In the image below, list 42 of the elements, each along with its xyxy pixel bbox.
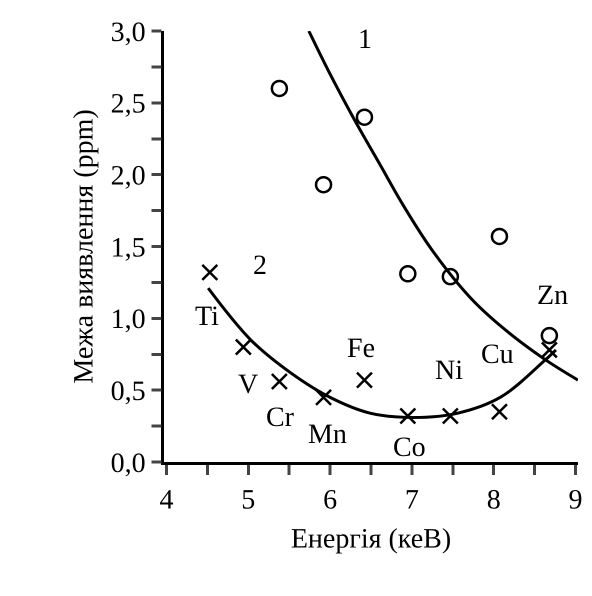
x-tick-label: 5 xyxy=(241,484,256,516)
point xyxy=(234,338,252,356)
y-tick-label: 3,0 xyxy=(110,16,146,48)
annotation: Mn xyxy=(308,419,347,450)
x-tick-label: 6 xyxy=(323,484,338,516)
point xyxy=(442,407,460,425)
point xyxy=(356,371,374,389)
point xyxy=(490,402,508,420)
x-tick-label: 4 xyxy=(159,484,174,516)
annotation: V xyxy=(238,369,258,400)
point xyxy=(540,341,558,359)
x-tick-label: 7 xyxy=(404,484,419,516)
y-tick-label: 1,0 xyxy=(110,304,146,336)
point xyxy=(270,372,288,390)
point xyxy=(314,388,332,406)
y-tick-label: 2,0 xyxy=(110,160,146,192)
annotation: 2 xyxy=(253,250,267,281)
y-tick-label: 2,5 xyxy=(110,88,146,120)
point xyxy=(442,268,460,286)
y-tick-label: 1,5 xyxy=(110,232,146,264)
point xyxy=(399,265,417,283)
point xyxy=(270,80,288,98)
annotation: 1 xyxy=(358,24,372,55)
annotation: Co xyxy=(393,432,426,463)
y-tick-label: 0,0 xyxy=(110,448,146,479)
point xyxy=(540,326,558,344)
annotation: Ni xyxy=(435,355,464,386)
point xyxy=(314,176,332,194)
annotation: Fe xyxy=(347,333,375,364)
x-tick-label: 9 xyxy=(568,484,583,516)
x-tick-label: 8 xyxy=(486,484,501,516)
point xyxy=(399,407,417,425)
annotation: Cr xyxy=(266,402,295,433)
point xyxy=(490,228,508,246)
point xyxy=(356,108,374,126)
y-axis-title: Межа виявлення (ppm) xyxy=(68,109,100,384)
annotation: Cu xyxy=(481,339,514,370)
x-axis-title: Енергія (кеВ) xyxy=(290,523,452,554)
annotation: Ti xyxy=(195,301,220,332)
point xyxy=(201,264,219,282)
annotation: Zn xyxy=(537,280,568,311)
y-tick-label: 0,5 xyxy=(110,376,146,407)
